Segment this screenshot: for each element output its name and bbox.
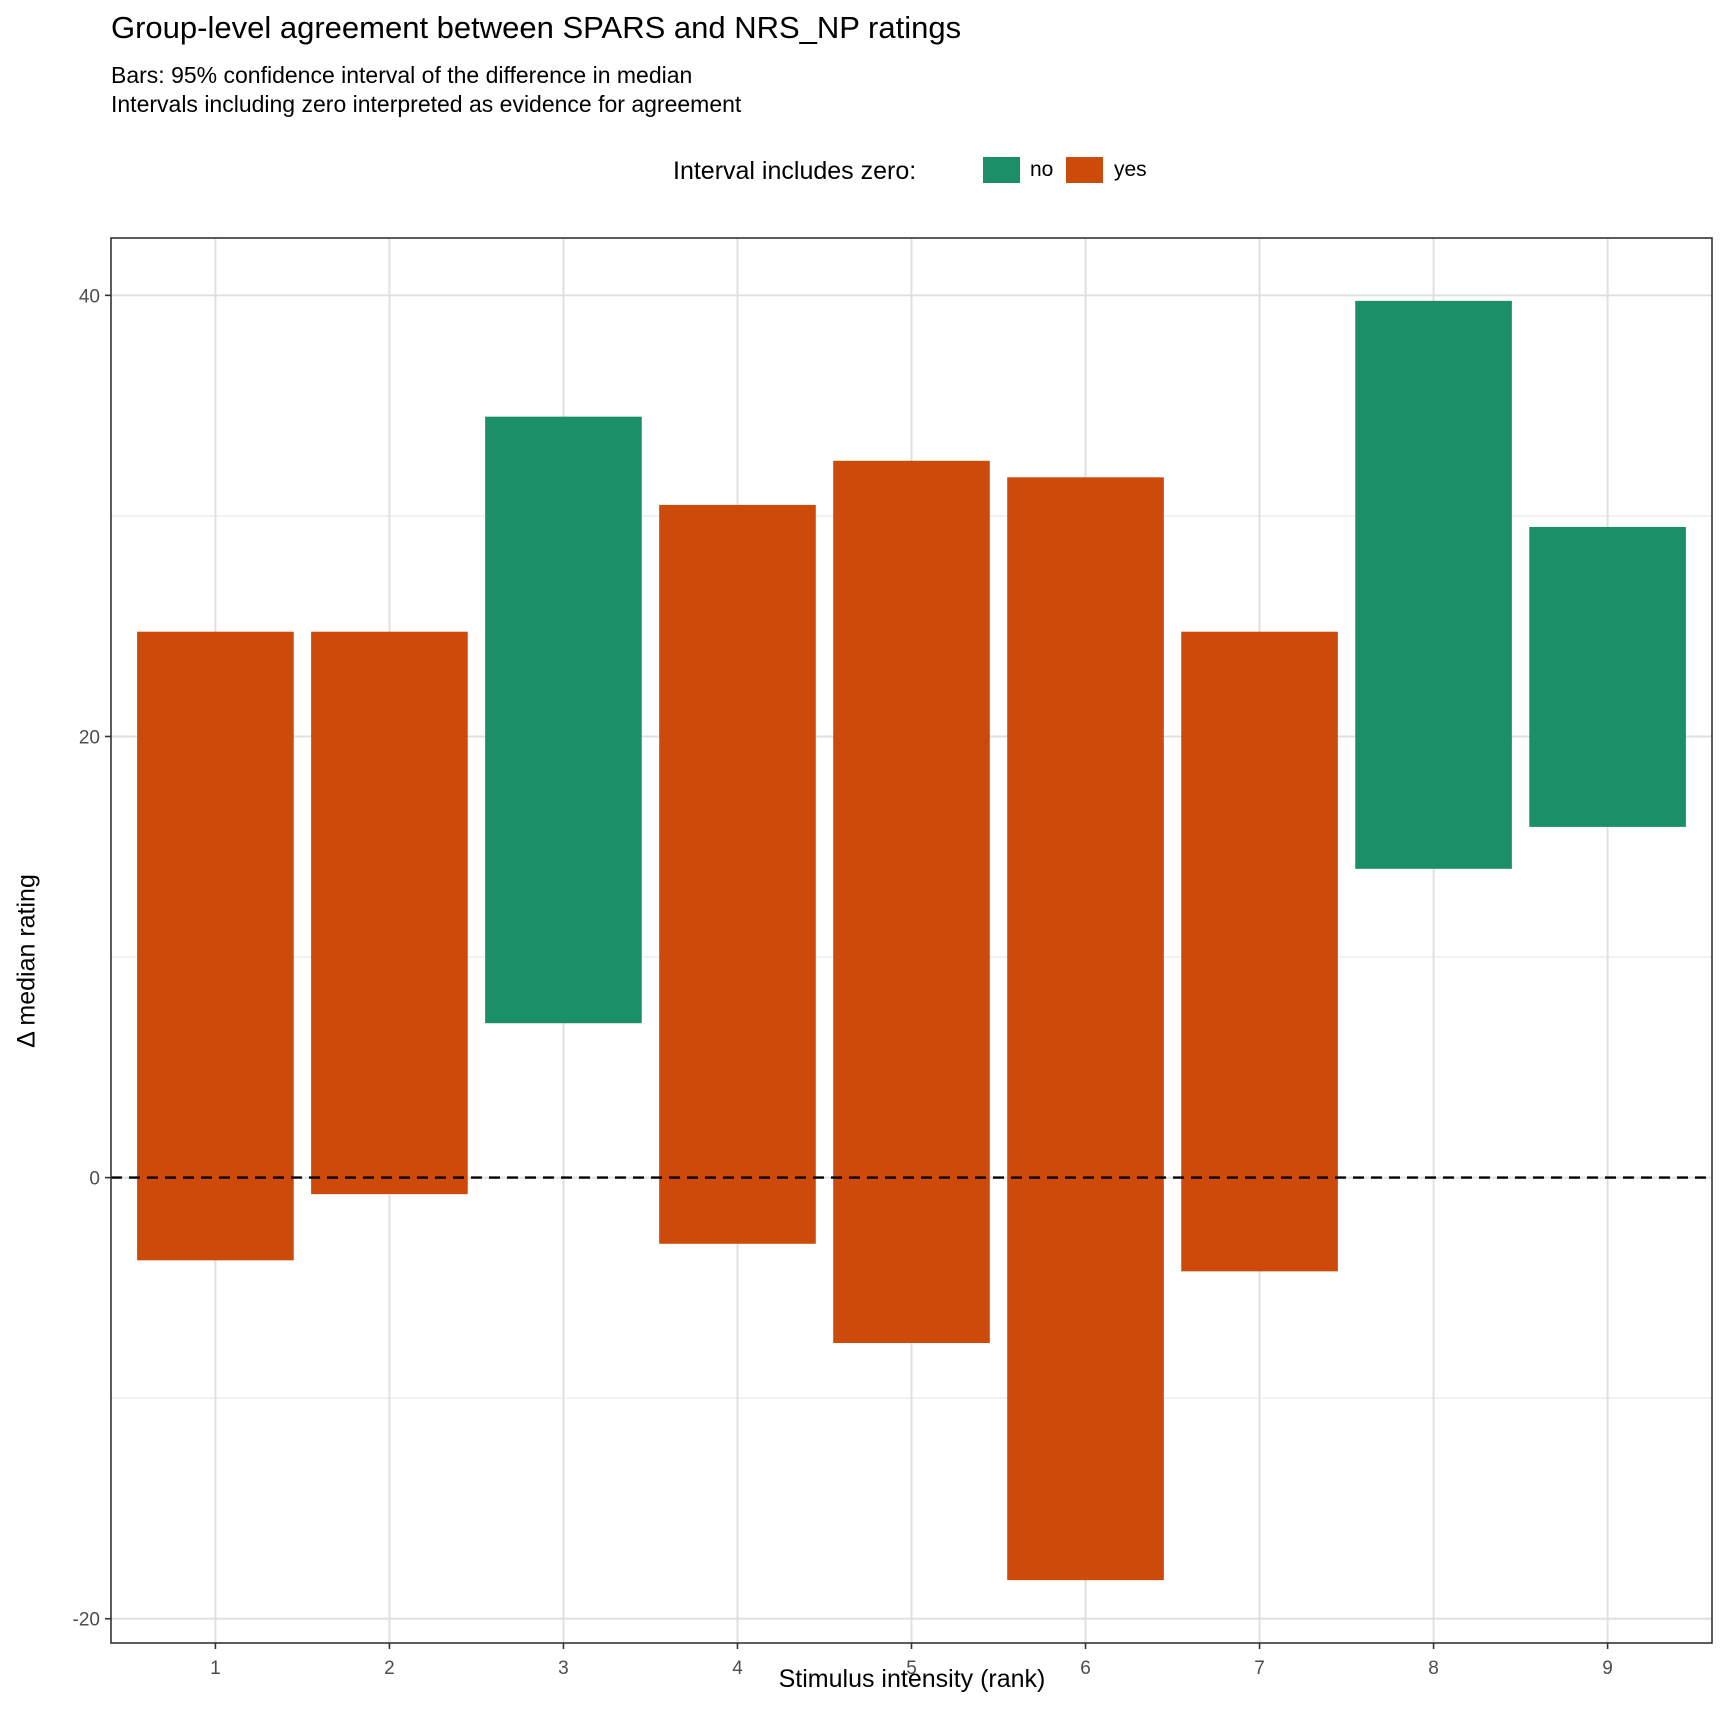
legend: Interval includes zero: no yes	[0, 153, 1728, 187]
y-tick-label: 0	[89, 1169, 100, 1190]
bar-5	[833, 460, 990, 1344]
x-axis-label: Stimulus intensity (rank)	[778, 1665, 1046, 1693]
y-tick-label: 20	[79, 727, 100, 748]
legend-label-yes: yes	[1114, 158, 1147, 181]
legend-label-no: no	[1030, 158, 1054, 181]
x-tick-label: 4	[732, 1658, 743, 1679]
chart-title: Group-level agreement between SPARS and …	[111, 10, 962, 45]
bar-1	[137, 631, 294, 1261]
x-tick-label: 9	[1602, 1658, 1613, 1679]
x-tick-label: 8	[1428, 1658, 1439, 1679]
x-tick-label: 1	[210, 1658, 221, 1679]
legend-key-yes	[1066, 157, 1103, 183]
bar-7	[1181, 631, 1338, 1272]
bar-4	[659, 504, 816, 1244]
x-tick-label: 6	[1080, 1658, 1091, 1679]
bar-8	[1355, 300, 1512, 869]
x-tick-label: 5	[906, 1658, 917, 1679]
x-tick-label: 3	[558, 1658, 569, 1679]
x-tick-label: 7	[1254, 1658, 1265, 1679]
y-tick-label: 40	[79, 286, 100, 307]
legend-title: Interval includes zero:	[673, 157, 917, 185]
y-tick-label: -20	[73, 1610, 100, 1631]
chart-subtitle-line-2: Intervals including zero interpreted as …	[111, 91, 742, 117]
bar-9	[1529, 526, 1686, 827]
bar-6	[1007, 477, 1164, 1581]
x-tick-label: 2	[384, 1658, 395, 1679]
chart-subtitle-line-1: Bars: 95% confidence interval of the dif…	[111, 62, 693, 88]
y-axis-label: Δ median rating	[12, 874, 41, 1048]
bar-2	[311, 631, 468, 1195]
bar-3	[485, 416, 642, 1024]
legend-key-no	[983, 157, 1020, 183]
